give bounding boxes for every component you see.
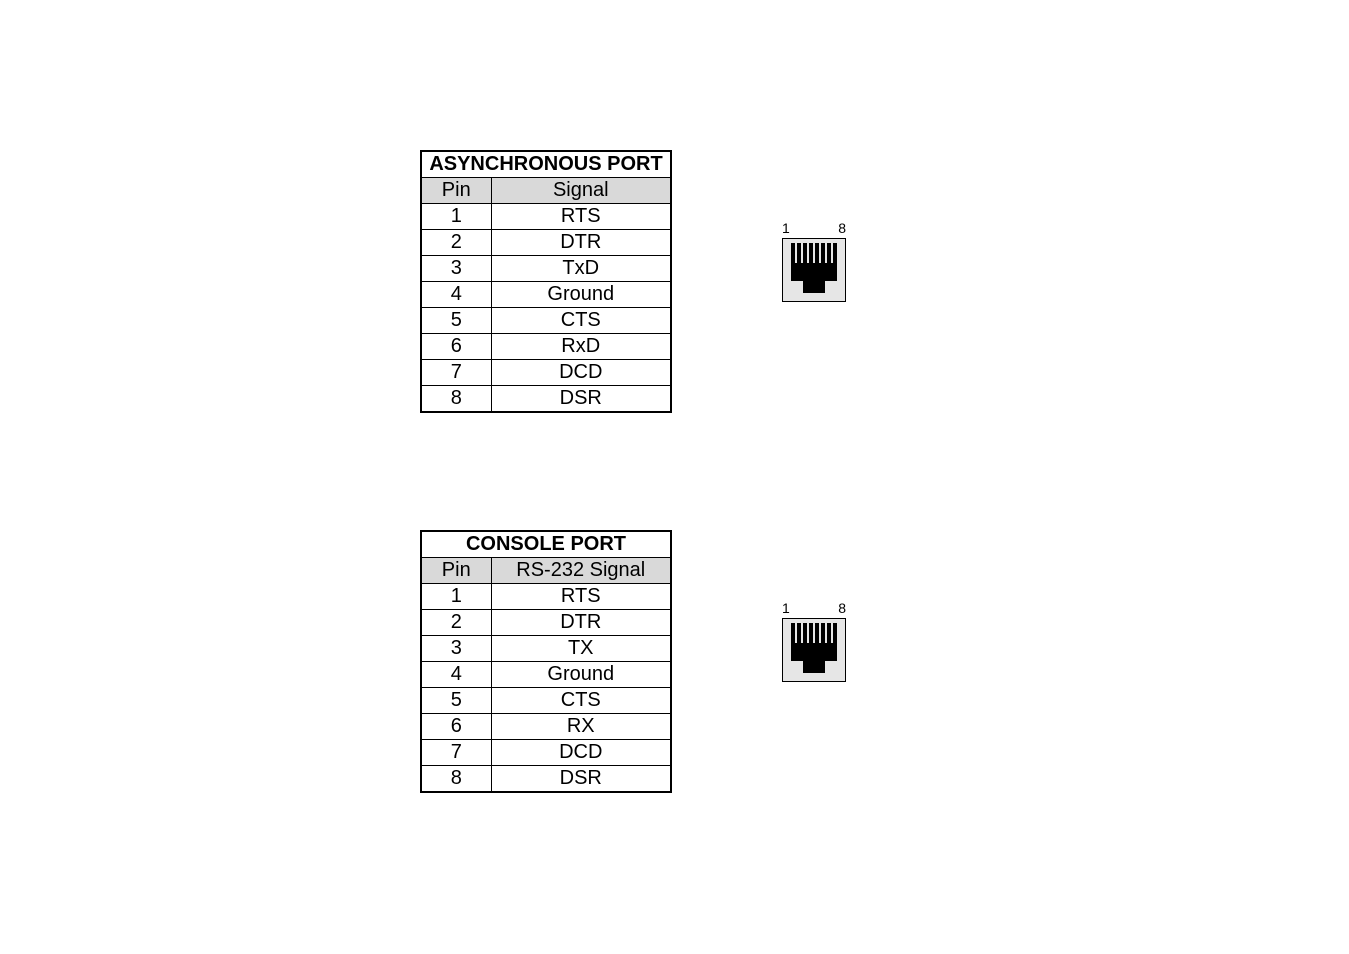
rj45-frame xyxy=(782,618,846,682)
rj45-pin-icon xyxy=(797,243,801,265)
table-row: 5CTS xyxy=(421,688,671,714)
table-row: 2DTR xyxy=(421,610,671,636)
signal-cell: Ground xyxy=(491,282,671,308)
console-col-pin-header: Pin xyxy=(421,558,491,584)
signal-cell: CTS xyxy=(491,308,671,334)
rj45-pin-icon xyxy=(815,623,819,645)
async-table-title: ASYNCHRONOUS PORT xyxy=(421,151,671,178)
table-header-row: Pin Signal xyxy=(421,178,671,204)
pin-cell: 6 xyxy=(421,714,491,740)
console-port-table: CONSOLE PORT Pin RS-232 Signal 1RTS 2DTR… xyxy=(420,530,672,793)
signal-cell: Ground xyxy=(491,662,671,688)
table-row: 8DSR xyxy=(421,766,671,793)
rj45-pin-icon xyxy=(791,623,795,645)
rj45-pin-icon xyxy=(827,623,831,645)
rj45-label-left: 1 xyxy=(782,600,790,616)
rj45-pin-icon xyxy=(833,623,837,645)
pin-cell: 4 xyxy=(421,662,491,688)
table-row: 1RTS xyxy=(421,204,671,230)
rj45-pin-icon xyxy=(803,623,807,645)
rj45-label-right: 8 xyxy=(838,600,846,616)
pin-cell: 6 xyxy=(421,334,491,360)
async-port-section: ASYNCHRONOUS PORT Pin Signal 1RTS 2DTR 3… xyxy=(420,150,846,413)
async-col-pin-header: Pin xyxy=(421,178,491,204)
pin-cell: 5 xyxy=(421,688,491,714)
table-title-row: CONSOLE PORT xyxy=(421,531,671,558)
pin-cell: 2 xyxy=(421,610,491,636)
signal-cell: DSR xyxy=(491,766,671,793)
async-port-table: ASYNCHRONOUS PORT Pin Signal 1RTS 2DTR 3… xyxy=(420,150,672,413)
table-title-row: ASYNCHRONOUS PORT xyxy=(421,151,671,178)
async-col-signal-header: Signal xyxy=(491,178,671,204)
pin-cell: 3 xyxy=(421,256,491,282)
table-row: 4Ground xyxy=(421,282,671,308)
rj45-body-icon xyxy=(791,643,837,673)
pin-cell: 7 xyxy=(421,740,491,766)
rj45-frame xyxy=(782,238,846,302)
signal-cell: RX xyxy=(491,714,671,740)
rj45-pin-icon xyxy=(815,243,819,265)
signal-cell: RTS xyxy=(491,204,671,230)
rj45-pin-icon xyxy=(791,243,795,265)
rj45-label-right: 8 xyxy=(838,220,846,236)
rj45-pin-icon xyxy=(821,243,825,265)
signal-cell: TxD xyxy=(491,256,671,282)
pin-cell: 5 xyxy=(421,308,491,334)
table-header-row: Pin RS-232 Signal xyxy=(421,558,671,584)
table-row: 8DSR xyxy=(421,386,671,413)
console-col-signal-header: RS-232 Signal xyxy=(491,558,671,584)
rj45-label-left: 1 xyxy=(782,220,790,236)
rj45-pin-icon xyxy=(809,243,813,265)
pin-cell: 1 xyxy=(421,584,491,610)
table-row: 4Ground xyxy=(421,662,671,688)
table-row: 7DCD xyxy=(421,740,671,766)
table-row: 6RxD xyxy=(421,334,671,360)
table-row: 2DTR xyxy=(421,230,671,256)
table-row: 6RX xyxy=(421,714,671,740)
table-row: 1RTS xyxy=(421,584,671,610)
console-table-title: CONSOLE PORT xyxy=(421,531,671,558)
table-row: 3TxD xyxy=(421,256,671,282)
signal-cell: RTS xyxy=(491,584,671,610)
signal-cell: RxD xyxy=(491,334,671,360)
console-port-section: CONSOLE PORT Pin RS-232 Signal 1RTS 2DTR… xyxy=(420,530,846,793)
signal-cell: CTS xyxy=(491,688,671,714)
pin-cell: 4 xyxy=(421,282,491,308)
rj45-pin-icon xyxy=(809,623,813,645)
table-row: 7DCD xyxy=(421,360,671,386)
rj45-pins xyxy=(791,243,837,265)
pin-cell: 3 xyxy=(421,636,491,662)
rj45-pin-icon xyxy=(821,623,825,645)
pin-cell: 8 xyxy=(421,386,491,413)
signal-cell: DSR xyxy=(491,386,671,413)
table-row: 5CTS xyxy=(421,308,671,334)
table-row: 3TX xyxy=(421,636,671,662)
signal-cell: DTR xyxy=(491,610,671,636)
rj45-body-icon xyxy=(791,263,837,293)
rj45-pin-labels: 1 8 xyxy=(782,220,846,236)
signal-cell: DTR xyxy=(491,230,671,256)
rj45-connector-async: 1 8 xyxy=(782,220,846,302)
signal-cell: DCD xyxy=(491,360,671,386)
pin-cell: 8 xyxy=(421,766,491,793)
rj45-pin-icon xyxy=(833,243,837,265)
rj45-pin-icon xyxy=(803,243,807,265)
rj45-pins xyxy=(791,623,837,645)
rj45-pin-labels: 1 8 xyxy=(782,600,846,616)
rj45-pin-icon xyxy=(797,623,801,645)
pin-cell: 7 xyxy=(421,360,491,386)
pin-cell: 2 xyxy=(421,230,491,256)
rj45-pin-icon xyxy=(827,243,831,265)
signal-cell: TX xyxy=(491,636,671,662)
rj45-connector-console: 1 8 xyxy=(782,600,846,682)
pin-cell: 1 xyxy=(421,204,491,230)
signal-cell: DCD xyxy=(491,740,671,766)
